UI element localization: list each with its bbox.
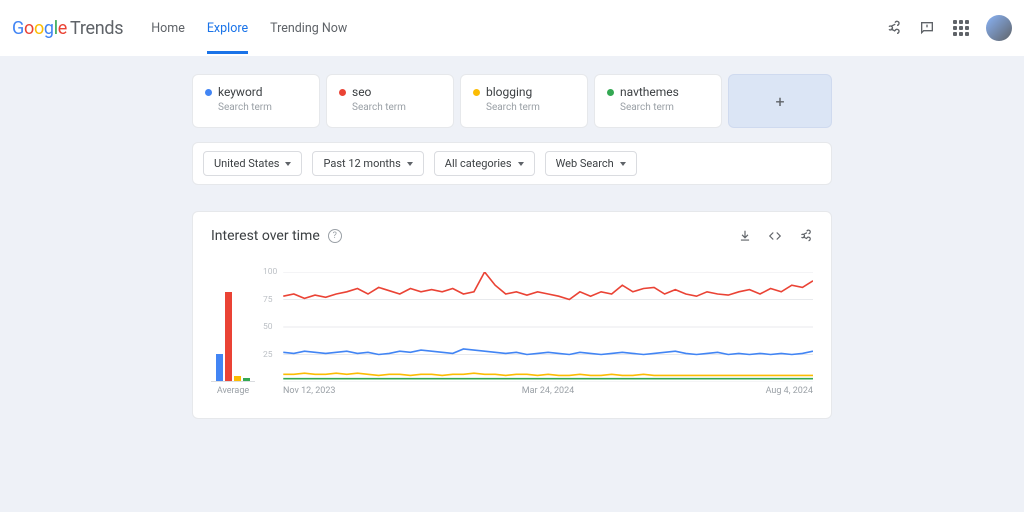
term-card-2[interactable]: blogging Search term xyxy=(460,74,588,128)
x-tick: Aug 4, 2024 xyxy=(638,386,813,396)
share-icon[interactable] xyxy=(884,19,902,37)
chevron-down-icon xyxy=(518,162,524,166)
avg-bar-keyword xyxy=(216,354,223,381)
term-sub: Search term xyxy=(486,102,575,113)
logo[interactable]: Google Trends xyxy=(12,18,123,39)
term-card-0[interactable]: keyword Search term xyxy=(192,74,320,128)
term-sub: Search term xyxy=(218,102,307,113)
chart-plot: 100755025 Nov 12, 2023 Mar 24, 2024 Aug … xyxy=(265,272,813,396)
filter-region[interactable]: United States xyxy=(203,151,302,176)
series-keyword xyxy=(283,349,813,355)
filter-time[interactable]: Past 12 months xyxy=(312,151,423,176)
logo-trends: Trends xyxy=(70,18,123,39)
avg-bar-blogging xyxy=(234,376,241,381)
nav-trending-now[interactable]: Trending Now xyxy=(270,3,347,54)
average-label: Average xyxy=(211,386,255,396)
chevron-down-icon xyxy=(285,162,291,166)
avg-bar-seo xyxy=(225,292,232,381)
dot-icon xyxy=(473,89,480,96)
x-tick: Mar 24, 2024 xyxy=(461,386,636,396)
header: Google Trends Home Explore Trending Now xyxy=(0,0,1024,56)
nav-explore[interactable]: Explore xyxy=(207,3,248,54)
filter-bar: United States Past 12 months All categor… xyxy=(192,142,832,185)
chevron-down-icon xyxy=(620,162,626,166)
series-seo xyxy=(283,272,813,300)
x-tick: Nov 12, 2023 xyxy=(283,386,458,396)
download-icon[interactable] xyxy=(737,228,753,244)
page-body: keyword Search term seo Search term blog… xyxy=(0,56,1024,512)
add-comparison-button[interactable]: + xyxy=(728,74,832,128)
series-blogging xyxy=(283,373,813,375)
avatar[interactable] xyxy=(986,15,1012,41)
top-nav: Home Explore Trending Now xyxy=(151,3,347,54)
filter-search-type[interactable]: Web Search xyxy=(545,151,637,176)
chart-title: Interest over time xyxy=(211,228,320,244)
average-column: Average xyxy=(211,272,255,396)
help-icon[interactable]: ? xyxy=(328,229,342,243)
dot-icon xyxy=(607,89,614,96)
term-label: navthemes xyxy=(620,85,679,99)
share-icon[interactable] xyxy=(797,228,813,244)
chevron-down-icon xyxy=(407,162,413,166)
filter-category[interactable]: All categories xyxy=(434,151,535,176)
term-label: keyword xyxy=(218,85,263,99)
compare-row: keyword Search term seo Search term blog… xyxy=(192,74,832,128)
header-actions xyxy=(884,15,1012,41)
dot-icon xyxy=(205,89,212,96)
dot-icon xyxy=(339,89,346,96)
chart-card: Interest over time ? Average 100755025 xyxy=(192,211,832,419)
feedback-icon[interactable] xyxy=(918,19,936,37)
term-sub: Search term xyxy=(620,102,709,113)
term-label: blogging xyxy=(486,85,532,99)
chart-actions xyxy=(737,228,813,244)
apps-icon[interactable] xyxy=(952,19,970,37)
plus-icon: + xyxy=(775,92,784,111)
term-label: seo xyxy=(352,85,371,99)
term-sub: Search term xyxy=(352,102,441,113)
avg-bar-navthemes xyxy=(243,378,250,381)
term-card-1[interactable]: seo Search term xyxy=(326,74,454,128)
nav-home[interactable]: Home xyxy=(151,3,185,54)
embed-icon[interactable] xyxy=(767,228,783,244)
term-card-3[interactable]: navthemes Search term xyxy=(594,74,722,128)
